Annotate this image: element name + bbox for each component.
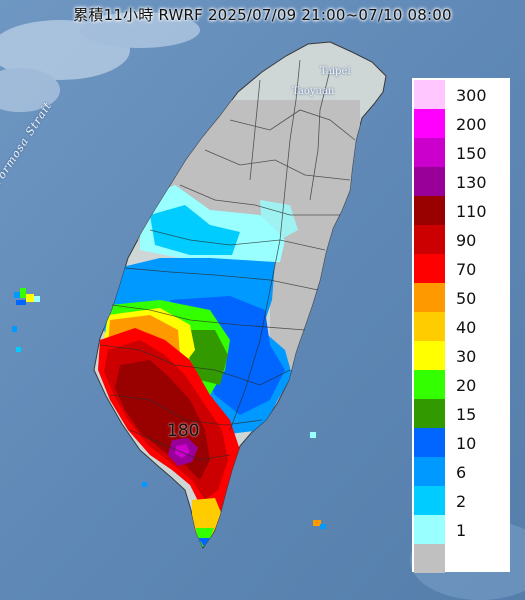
legend-swatch [414, 283, 445, 312]
legend-label: 6 [456, 463, 467, 482]
legend-swatch [414, 225, 445, 254]
legend-label: 150 [456, 144, 487, 163]
legend-label: 30 [456, 347, 477, 366]
legend-label: 40 [456, 318, 477, 337]
legend-swatch [414, 254, 445, 283]
legend-label: 300 [456, 86, 487, 105]
legend-label: 2 [456, 492, 467, 511]
legend-label: 20 [456, 376, 477, 395]
legend-label: 1 [456, 521, 467, 540]
legend-swatch [414, 370, 445, 399]
legend-swatch [414, 341, 445, 370]
legend-label: 110 [456, 202, 487, 221]
legend-label: 10 [456, 434, 477, 453]
legend-label: 70 [456, 260, 477, 279]
county-boundaries [99, 59, 356, 461]
legend-swatch [414, 515, 445, 544]
place-label-taoyuan: Taoyuan [292, 86, 335, 97]
legend-swatch [414, 196, 445, 225]
taiwan-island [93, 41, 387, 550]
legend-swatch [414, 544, 445, 573]
map-title: 累積11小時 RWRF 2025/07/09 21:00~07/10 08:00 [73, 6, 452, 24]
color-legend: 300 200 150 130 110 90 70 50 40 30 20 15 10 6 2 1 [412, 78, 510, 573]
legend-label: 90 [456, 231, 477, 250]
legend-swatch [414, 138, 445, 167]
legend-swatch [414, 80, 445, 109]
legend-label: 130 [456, 173, 487, 192]
legend-swatch [414, 399, 445, 428]
offshore-echoes [12, 288, 326, 529]
legend-swatch [414, 167, 445, 196]
legend-label: 15 [456, 405, 477, 424]
legend-label: 50 [456, 289, 477, 308]
legend-label: 200 [456, 115, 487, 134]
legend-swatch [414, 428, 445, 457]
legend-swatch [414, 486, 445, 515]
place-label-taipei: Taipei [320, 66, 351, 77]
legend-swatch [414, 109, 445, 138]
legend-swatch [414, 312, 445, 341]
max-rainfall-value: 180 [167, 421, 200, 441]
legend-swatch [414, 457, 445, 486]
